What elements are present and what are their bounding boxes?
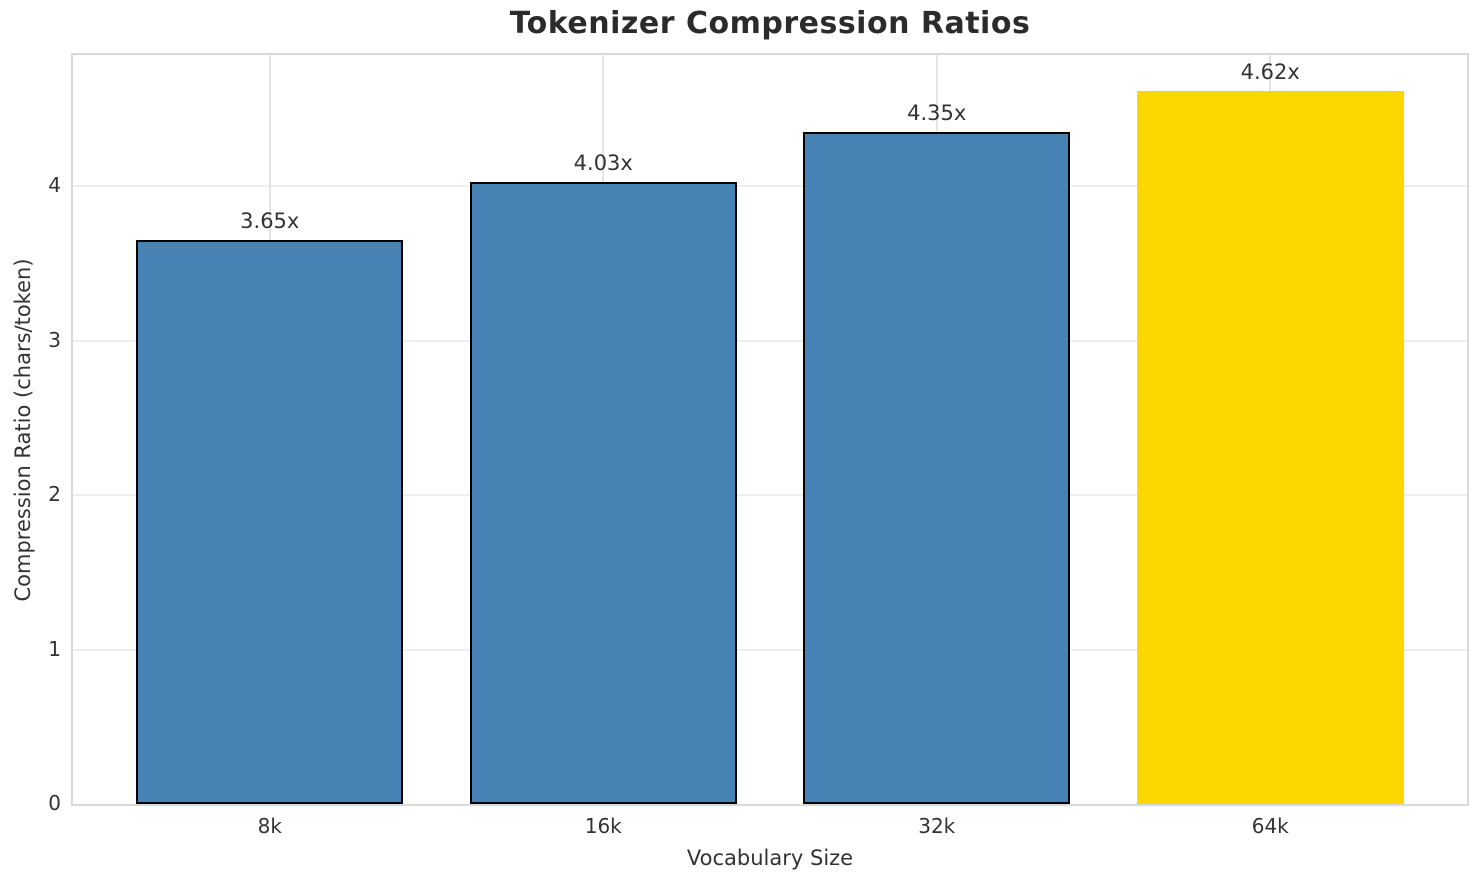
- gridline-h: [73, 339, 1467, 342]
- x-tick-label: 16k: [584, 814, 622, 838]
- y-tick-label: 4: [48, 173, 61, 198]
- y-tick-label: 1: [48, 636, 61, 661]
- gridline-h: [73, 648, 1467, 651]
- bar: [469, 181, 737, 804]
- y-tick-label: 2: [48, 482, 61, 507]
- bar: [136, 240, 404, 804]
- bar: [1136, 90, 1404, 804]
- y-tick-label: 3: [48, 327, 61, 352]
- x-tick-label: 32k: [918, 814, 956, 838]
- y-axis-label-text: Compression Ratio (chars/token): [11, 258, 35, 602]
- x-tick-label: 8k: [257, 814, 282, 838]
- y-tick-label: 0: [48, 791, 61, 815]
- bar: [803, 132, 1071, 804]
- plot-area: [71, 53, 1469, 806]
- bar-value-label: 4.03x: [573, 150, 633, 175]
- x-tick-label: 64k: [1251, 814, 1289, 838]
- chart-title: Tokenizer Compression Ratios: [509, 6, 1031, 41]
- gridline-h: [73, 185, 1467, 188]
- bar-value-label: 4.35x: [907, 101, 967, 126]
- bar-value-label: 3.65x: [240, 209, 300, 234]
- bar-value-label: 4.62x: [1240, 59, 1300, 84]
- gridline-h: [73, 494, 1467, 497]
- x-axis-label: Vocabulary Size: [686, 846, 854, 870]
